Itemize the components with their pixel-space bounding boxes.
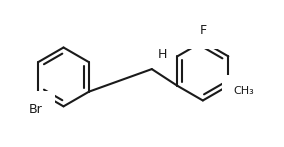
Text: F: F <box>199 24 206 37</box>
Text: Br: Br <box>29 103 43 116</box>
Text: H: H <box>158 48 167 61</box>
Text: CH₃: CH₃ <box>233 86 254 96</box>
